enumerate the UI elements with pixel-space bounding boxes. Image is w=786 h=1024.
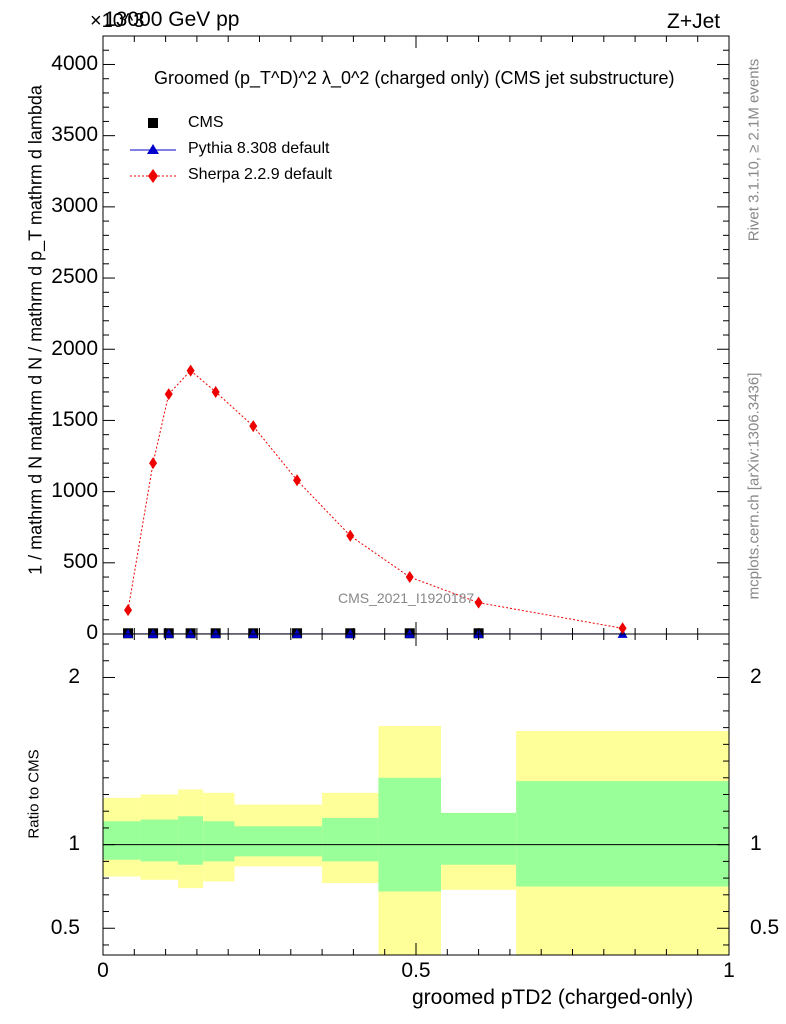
ratio-inner-band [203,821,235,862]
sherpa-data-point [211,385,220,398]
pythia-data-point [248,628,259,638]
ratio-inner-band [140,819,179,862]
x-axis-label: groomed pTD2 (charged-only) [412,986,694,1009]
legend-pythia-marker [147,144,159,154]
sherpa-data-point [124,604,133,617]
ratio-y-tick-label-right: 1 [750,832,762,856]
main-y-axis-label: 1 / mathrm d N mathrm d N / mathrm d p_T… [25,85,46,575]
pythia-data-point [185,628,196,638]
legend-pythia-label: Pythia 8.308 default [188,140,330,157]
sherpa-data-point [405,571,414,584]
ratio-inner-band [103,821,141,860]
legend-sherpa-marker [148,169,158,183]
sherpa-data-point [474,596,483,609]
sherpa-data-point [293,474,302,487]
ratio-y-tick-label-right: 0.5 [750,915,780,939]
main-y-tick-label: 0 [86,621,98,645]
sherpa-series-line [127,369,623,629]
legend [130,118,176,183]
ratio-y-tick-label-left: 1 [68,832,80,856]
ratio-inner-band [441,812,517,865]
ratio-inner-band [378,777,442,892]
ratio-y-tick-label-right: 2 [750,664,762,688]
ratio-y-tick-label-left: 2 [68,664,80,688]
sherpa-data-point [164,388,173,401]
main-y-tick-label: 2000 [51,336,98,360]
sherpa-data-point [249,420,258,433]
main-y-tick-label: 1500 [51,407,98,431]
axis-layer [102,36,730,955]
sherpa-data-point [186,364,195,377]
process-label: Z+Jet [667,10,721,33]
main-y-tick-label: 500 [62,550,98,574]
main-y-tick-label: 4000 [51,51,98,75]
main-y-tick-label: 3000 [51,194,98,218]
sherpa-data-point [618,622,627,635]
pythia-data-point [292,628,303,638]
analysis-watermark: CMS_2021_I1920187 [338,590,475,606]
ratio-inner-band [234,826,323,857]
main-y-tick-label: 2500 [51,265,98,289]
sherpa-data-point [346,529,355,542]
sherpa-data-point [149,457,158,470]
main-y-tick-label: 3500 [51,123,98,147]
main-y-tick-label: 1000 [51,479,98,503]
rivet-label: Rivet 3.1.10, ≥ 2.1M events [745,58,763,242]
pythia-data-point [404,628,415,638]
pythia-data-point [163,628,174,638]
pythia-data-point [123,628,134,638]
x-tick-label: 0 [97,959,109,983]
ratio-y-axis-label: Ratio to CMS [25,749,43,839]
legend-cms-label: CMS [188,114,224,131]
chart-title: Groomed (p_T^D)^2 λ_0^2 (charged only) (… [154,68,675,88]
legend-cms-marker [148,118,158,128]
pythia-data-point [345,628,356,638]
ratio-inner-band [178,816,204,865]
x-tick-label: 0.5 [401,959,431,983]
ratio-inner-band [516,781,729,887]
energy-label: 13000 GeV pp [104,8,240,31]
ratio-plot-layer [103,725,729,955]
legend-sherpa-label: Sherpa 2.2.9 default [188,166,333,183]
pythia-data-point [210,628,221,638]
pythia-data-point [148,628,159,638]
exponent-label: ×10^3 [90,10,145,32]
ratio-inner-band [322,817,379,862]
ratio-y-tick-label-left: 0.5 [50,915,80,939]
x-tick-label: 1 [723,959,735,983]
mcplots-label: mcplots.cern.ch [arXiv:1306.3436] [745,372,763,600]
